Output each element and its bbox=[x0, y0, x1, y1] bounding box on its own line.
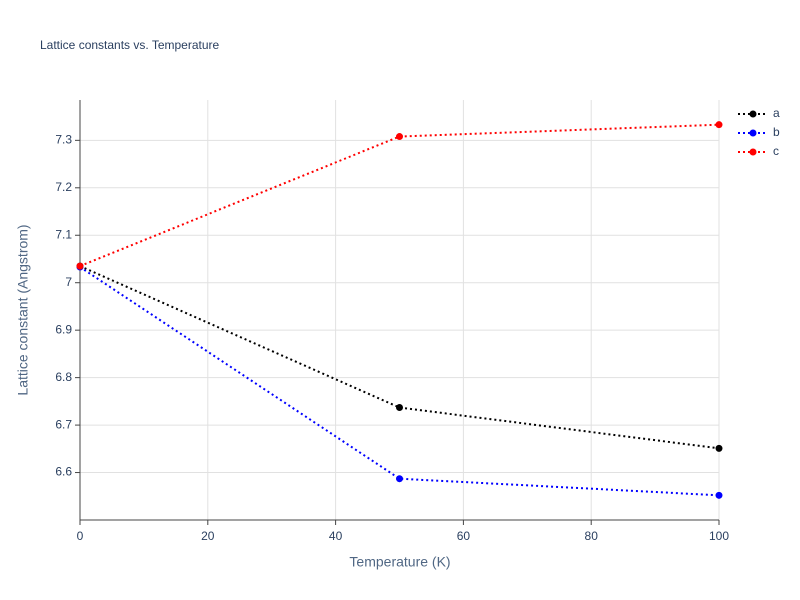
x-tick-label: 80 bbox=[585, 529, 599, 543]
data-point bbox=[715, 491, 723, 499]
y-tick-label: 7.2 bbox=[55, 180, 72, 194]
y-tick-label: 6.9 bbox=[55, 322, 72, 336]
chart-title: Lattice constants vs. Temperature bbox=[40, 38, 220, 52]
data-point bbox=[396, 133, 403, 141]
data-point bbox=[76, 262, 84, 270]
data-point bbox=[396, 404, 403, 412]
x-tick-label: 60 bbox=[457, 529, 471, 543]
data-point bbox=[715, 444, 723, 452]
x-axis-title: Temperature (K) bbox=[349, 554, 450, 570]
y-axis-title: Lattice constant (Angstrom) bbox=[15, 224, 31, 395]
legend-label: b bbox=[773, 125, 780, 139]
y-tick-label: 6.7 bbox=[55, 417, 72, 431]
x-tick-label: 20 bbox=[201, 529, 215, 543]
y-tick-label: 7 bbox=[65, 275, 72, 289]
data-point bbox=[396, 475, 403, 483]
y-tick-label: 7.3 bbox=[55, 133, 72, 147]
x-tick-label: 40 bbox=[329, 529, 343, 543]
series-line bbox=[79, 265, 720, 450]
legend-marker bbox=[749, 129, 757, 137]
x-tick-label: 100 bbox=[709, 529, 729, 543]
y-tick-label: 7.1 bbox=[55, 227, 72, 241]
legend-marker bbox=[749, 148, 757, 156]
y-tick-label: 6.8 bbox=[55, 370, 72, 384]
legend-label: c bbox=[773, 144, 779, 158]
series-line bbox=[79, 266, 720, 497]
y-tick-label: 6.6 bbox=[55, 465, 72, 479]
x-tick-label: 0 bbox=[77, 529, 84, 543]
data-point bbox=[715, 121, 723, 129]
legend-label: a bbox=[773, 106, 780, 120]
series-line bbox=[79, 123, 720, 268]
legend-marker bbox=[749, 110, 757, 118]
